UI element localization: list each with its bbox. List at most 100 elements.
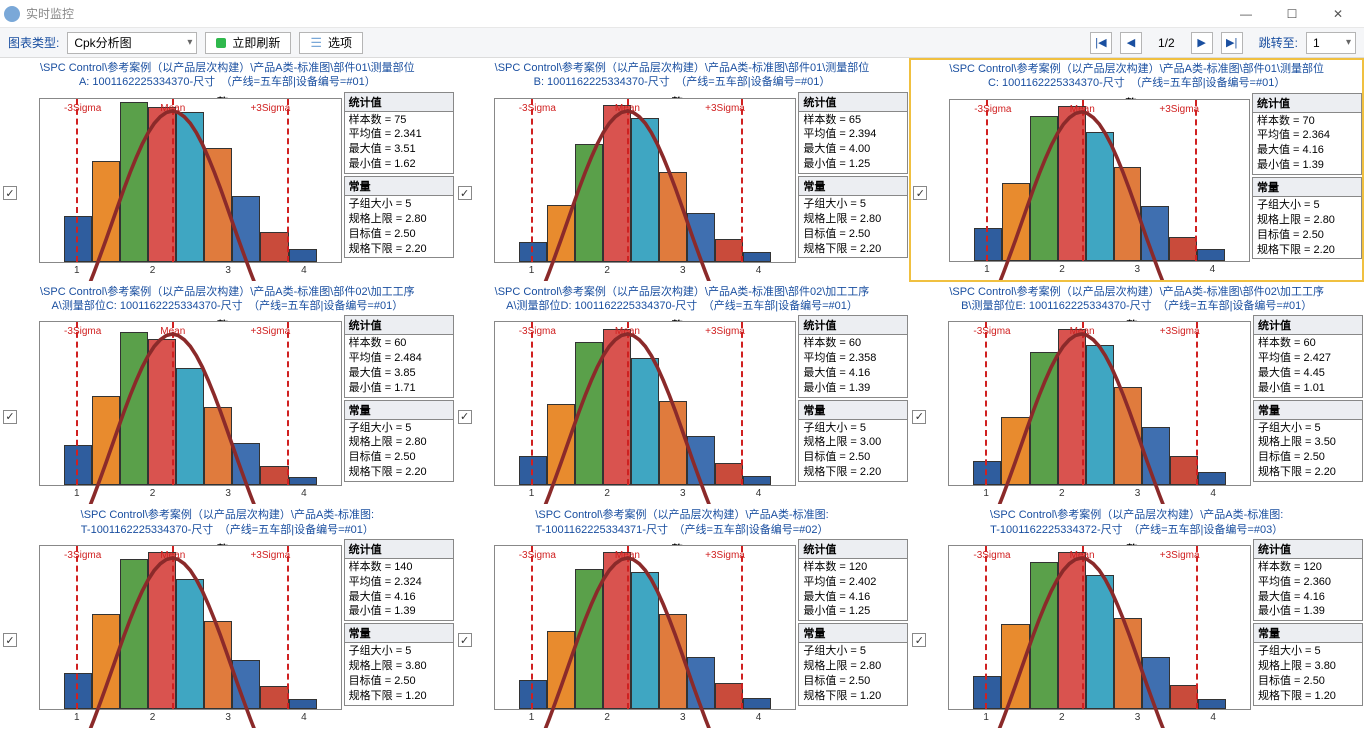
stats-body: 样本数 = 65平均值 = 2.394最大值 = 4.00最小值 = 1.25 xyxy=(799,112,907,173)
chart-cell[interactable]: \SPC Control\参考案例（以产品层次构建）\产品A类-标准图\部件01… xyxy=(909,58,1364,282)
chart-type-value: Cpk分析图 xyxy=(74,34,131,51)
const-header: 常量 xyxy=(345,624,453,643)
window-title: 实时监控 xyxy=(26,5,1232,22)
chart-title: \SPC Control\参考案例（以产品层次构建）\产品A类-标准图\部件01… xyxy=(1,59,454,92)
stats-panel: 统计值样本数 = 140平均值 = 2.324最大值 = 4.16最小值 = 1… xyxy=(344,539,454,621)
stats-body: 样本数 = 60平均值 = 2.484最大值 = 3.85最小值 = 1.71 xyxy=(345,335,453,396)
next-page-button[interactable]: ▶ xyxy=(1191,32,1213,54)
chart-cell[interactable]: \SPC Control\参考案例（以产品层次构建）\产品A类-标准图\部件01… xyxy=(455,58,910,282)
maximize-button[interactable]: ☐ xyxy=(1278,7,1306,21)
stats-sidebar: 统计值样本数 = 60平均值 = 2.358最大值 = 4.16最小值 = 1.… xyxy=(798,315,908,504)
x-tick: 3 xyxy=(645,712,721,726)
x-tick: 3 xyxy=(190,488,266,502)
distribution-curve xyxy=(40,322,341,505)
refresh-label: 立即刷新 xyxy=(232,34,280,51)
stats-header: 统计值 xyxy=(1254,540,1362,559)
stats-sidebar: 统计值样本数 = 140平均值 = 2.324最大值 = 4.16最小值 = 1… xyxy=(344,539,454,728)
chart-checkbox[interactable]: ✓ xyxy=(912,633,926,647)
x-tick: 4 xyxy=(266,265,342,279)
stats-sidebar: 统计值样本数 = 70平均值 = 2.364最大值 = 4.16最小值 = 1.… xyxy=(1252,93,1362,280)
chart-title: \SPC Control\参考案例（以产品层次构建）\产品A类-标准图:T-10… xyxy=(910,506,1363,539)
const-body: 子组大小 = 5规格上限 = 2.80目标值 = 2.50规格下限 = 2.20 xyxy=(799,196,907,257)
prev-page-button[interactable]: ◀ xyxy=(1120,32,1142,54)
const-body: 子组大小 = 5规格上限 = 3.80目标值 = 2.50规格下限 = 1.20 xyxy=(345,643,453,704)
x-tick: 1 xyxy=(494,265,570,279)
refresh-button[interactable]: 立即刷新 xyxy=(205,32,291,54)
x-axis: 1234 xyxy=(39,488,342,502)
chart-cell[interactable]: \SPC Control\参考案例（以产品层次构建）\产品A类-标准图\部件02… xyxy=(455,282,910,506)
stats-body: 样本数 = 60平均值 = 2.427最大值 = 4.45最小值 = 1.01 xyxy=(1254,335,1362,396)
chart-cell[interactable]: \SPC Control\参考案例（以产品层次构建）\产品A类-标准图\部件01… xyxy=(0,58,455,282)
stats-panel: 统计值样本数 = 70平均值 = 2.364最大值 = 4.16最小值 = 1.… xyxy=(1252,93,1362,175)
x-tick: 4 xyxy=(266,488,342,502)
x-axis: 1234 xyxy=(494,712,797,726)
first-page-button[interactable]: |◀ xyxy=(1090,32,1112,54)
const-header: 常量 xyxy=(345,177,453,196)
chart-checkbox[interactable]: ✓ xyxy=(912,410,926,424)
x-tick: 4 xyxy=(266,712,342,726)
chart-cell[interactable]: \SPC Control\参考案例（以产品层次构建）\产品A类-标准图:T-10… xyxy=(455,505,910,729)
x-axis: 1234 xyxy=(494,265,797,279)
const-body: 子组大小 = 5规格上限 = 2.80目标值 = 2.50规格下限 = 2.20 xyxy=(345,196,453,257)
distribution-curve xyxy=(40,99,341,282)
x-tick: 2 xyxy=(1024,488,1100,502)
options-button[interactable]: ☰ 选项 xyxy=(299,32,363,54)
x-tick: 1 xyxy=(39,712,115,726)
x-tick: 4 xyxy=(721,265,797,279)
histogram-chart: -3SigmaMean+3Sigma xyxy=(39,545,342,710)
jump-value: 1 xyxy=(1313,36,1320,50)
chart-cell[interactable]: \SPC Control\参考案例（以产品层次构建）\产品A类-标准图:T-10… xyxy=(909,505,1364,729)
last-page-button[interactable]: ▶| xyxy=(1221,32,1243,54)
const-panel: 常量子组大小 = 5规格上限 = 2.80目标值 = 2.50规格下限 = 1.… xyxy=(798,623,908,705)
chart-cell[interactable]: \SPC Control\参考案例（以产品层次构建）\产品A类-标准图\部件02… xyxy=(909,282,1364,506)
chart-checkbox[interactable]: ✓ xyxy=(458,410,472,424)
x-tick: 3 xyxy=(190,712,266,726)
chart-checkbox[interactable]: ✓ xyxy=(458,633,472,647)
distribution-curve xyxy=(40,546,341,729)
const-header: 常量 xyxy=(1254,401,1362,420)
chart-type-select[interactable]: Cpk分析图 xyxy=(67,32,197,54)
chart-checkbox[interactable]: ✓ xyxy=(458,186,472,200)
chart-title: \SPC Control\参考案例（以产品层次构建）\产品A类-标准图\部件01… xyxy=(911,60,1362,93)
x-axis: 1234 xyxy=(948,712,1251,726)
stats-sidebar: 统计值样本数 = 60平均值 = 2.427最大值 = 4.45最小值 = 1.… xyxy=(1253,315,1363,504)
x-tick: 1 xyxy=(494,712,570,726)
x-tick: 1 xyxy=(949,264,1024,278)
const-panel: 常量子组大小 = 5规格上限 = 3.80目标值 = 2.50规格下限 = 1.… xyxy=(344,623,454,705)
x-tick: 3 xyxy=(1100,488,1176,502)
stats-header: 统计值 xyxy=(799,93,907,112)
x-tick: 4 xyxy=(721,712,797,726)
x-tick: 2 xyxy=(569,265,645,279)
x-tick: 2 xyxy=(1025,264,1100,278)
chart-checkbox[interactable]: ✓ xyxy=(3,186,17,200)
histogram-chart: -3SigmaMean+3Sigma xyxy=(494,321,797,486)
const-header: 常量 xyxy=(345,401,453,420)
chart-checkbox[interactable]: ✓ xyxy=(3,410,17,424)
stats-panel: 统计值样本数 = 75平均值 = 2.341最大值 = 3.51最小值 = 1.… xyxy=(344,92,454,174)
const-header: 常量 xyxy=(799,624,907,643)
close-button[interactable]: ✕ xyxy=(1324,7,1352,21)
const-header: 常量 xyxy=(1253,178,1361,197)
jump-select[interactable]: 1 xyxy=(1306,32,1356,54)
x-tick: 2 xyxy=(1024,712,1100,726)
chart-grid: \SPC Control\参考案例（以产品层次构建）\产品A类-标准图\部件01… xyxy=(0,58,1364,729)
chart-cell[interactable]: \SPC Control\参考案例（以产品层次构建）\产品A类-标准图:T-10… xyxy=(0,505,455,729)
chart-cell[interactable]: \SPC Control\参考案例（以产品层次构建）\产品A类-标准图\部件02… xyxy=(0,282,455,506)
const-panel: 常量子组大小 = 5规格上限 = 3.00目标值 = 2.50规格下限 = 2.… xyxy=(798,400,908,482)
histogram-chart: -3SigmaMean+3Sigma xyxy=(39,321,342,486)
histogram-chart: -3SigmaMean+3Sigma xyxy=(949,99,1250,262)
stats-header: 统计值 xyxy=(345,540,453,559)
stats-sidebar: 统计值样本数 = 60平均值 = 2.484最大值 = 3.85最小值 = 1.… xyxy=(344,315,454,504)
stats-header: 统计值 xyxy=(799,316,907,335)
distribution-curve xyxy=(495,322,796,505)
const-body: 子组大小 = 5规格上限 = 2.80目标值 = 2.50规格下限 = 1.20 xyxy=(799,643,907,704)
chart-checkbox[interactable]: ✓ xyxy=(913,186,927,200)
chart-checkbox[interactable]: ✓ xyxy=(3,633,17,647)
const-body: 子组大小 = 5规格上限 = 2.80目标值 = 2.50规格下限 = 2.20 xyxy=(345,420,453,481)
chart-title: \SPC Control\参考案例（以产品层次构建）\产品A类-标准图:T-10… xyxy=(456,506,909,539)
x-tick: 3 xyxy=(645,265,721,279)
stats-panel: 统计值样本数 = 120平均值 = 2.360最大值 = 4.16最小值 = 1… xyxy=(1253,539,1363,621)
minimize-button[interactable]: — xyxy=(1232,7,1260,21)
x-axis: 1234 xyxy=(494,488,797,502)
x-tick: 2 xyxy=(115,712,191,726)
